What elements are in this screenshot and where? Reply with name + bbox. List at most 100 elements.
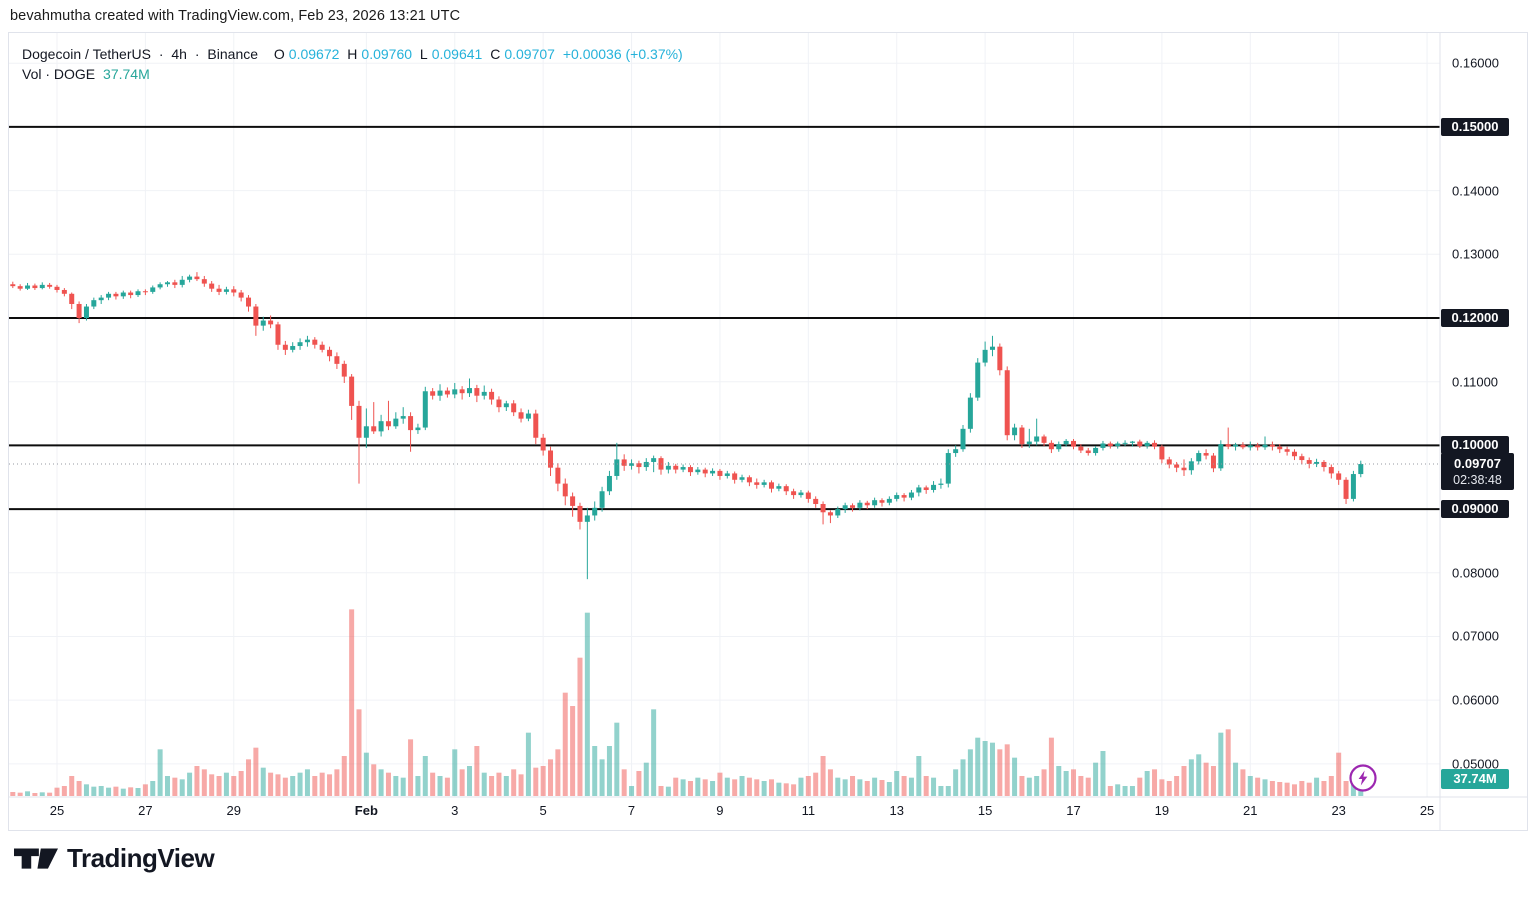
candle-body: [142, 291, 148, 293]
candle-body: [1181, 467, 1187, 471]
volume-bar: [312, 776, 318, 796]
candle-body: [724, 473, 730, 476]
volume-bar: [98, 786, 104, 796]
candle-body: [953, 449, 959, 454]
candle-body: [201, 279, 207, 284]
candle-body: [334, 356, 340, 364]
candle-body: [452, 389, 458, 395]
volume-bar: [1196, 754, 1202, 796]
volume-bar: [1291, 784, 1297, 796]
volume-bar: [1284, 782, 1290, 796]
candle-body: [275, 324, 281, 345]
volume-bar: [363, 752, 369, 796]
volume-bar: [673, 777, 679, 796]
volume-bar: [25, 791, 31, 796]
volume-bar: [334, 769, 340, 796]
flash-button[interactable]: [1348, 763, 1378, 793]
candle-body: [1137, 441, 1143, 447]
price-axis[interactable]: 0.16000 0.14000 0.13000 0.11000 0.08000 0.070…: [1441, 33, 1535, 797]
volume-bar: [989, 742, 995, 796]
volume-bar: [253, 747, 259, 796]
candle-body: [570, 496, 576, 506]
candle-body: [798, 492, 804, 496]
candle-body: [83, 306, 89, 318]
candle-body: [216, 288, 222, 292]
price-tick-label: 0.11000: [1452, 374, 1499, 390]
volume-bar: [1048, 737, 1054, 796]
volume-bar: [1100, 751, 1106, 796]
volume-bar: [1174, 776, 1180, 796]
low-label: L: [419, 46, 428, 62]
volume-bar: [643, 762, 649, 796]
volume-bar: [658, 786, 664, 796]
volume-bar: [805, 776, 811, 796]
volume-bar: [739, 776, 745, 796]
candle-body: [1233, 444, 1239, 447]
candle-body: [150, 287, 156, 292]
candle-body: [385, 421, 391, 427]
volume-bar: [879, 780, 885, 796]
tradingview-logo[interactable]: TradingView: [14, 843, 215, 874]
volume-bar: [179, 779, 185, 796]
candle-body: [113, 293, 119, 297]
candle-body: [327, 349, 333, 357]
candle-body: [1115, 443, 1121, 447]
volume-bar: [83, 784, 89, 796]
candle-body: [10, 284, 16, 287]
date-label: 11: [801, 803, 816, 818]
price-tick-label: 0.08000: [1452, 565, 1499, 581]
candle-body: [363, 426, 369, 438]
volume-value: 37.74M: [103, 66, 150, 82]
volume-bar: [916, 756, 922, 796]
volume-bar: [1350, 782, 1356, 796]
volume-bar: [850, 776, 856, 796]
volume-bar: [827, 769, 833, 796]
volume-bar: [518, 774, 524, 796]
candle-body: [739, 477, 745, 480]
volume-bar: [548, 759, 554, 796]
candle-body: [945, 453, 951, 484]
volume-bar: [32, 793, 38, 796]
candle-body: [290, 346, 296, 350]
volume-bar: [857, 779, 863, 796]
volume-bar: [1269, 781, 1275, 796]
candle-body: [466, 388, 472, 394]
candle-body: [791, 491, 797, 496]
price-tick-label: 0.07000: [1452, 628, 1499, 644]
volume-bar: [584, 612, 590, 796]
volume-bar: [1034, 776, 1040, 796]
time-axis[interactable]: 25 27 29 Feb 3 5 7 9 11 13 15 17 19 21 23 25: [8, 798, 1440, 831]
candle-body: [864, 502, 870, 506]
volume-bar: [1299, 781, 1305, 796]
volume-bar: [746, 777, 752, 796]
date-label: 19: [1154, 803, 1170, 818]
candle-body: [1188, 461, 1194, 471]
volume-bar: [1004, 744, 1010, 796]
candle-body: [768, 482, 774, 489]
volume-bar: [1166, 781, 1172, 796]
volume-bar: [813, 772, 819, 796]
candle-body: [1277, 446, 1283, 450]
candle-body: [1004, 370, 1010, 436]
candle-body: [1247, 445, 1253, 448]
date-label: 3: [451, 803, 459, 818]
candle-body: [1063, 440, 1069, 445]
chart-legend: Dogecoin / TetherUS · 4h · Binance O 0.09…: [22, 44, 691, 84]
candle-body: [813, 498, 819, 504]
candle-body: [923, 487, 929, 490]
volume-bar: [1306, 782, 1312, 796]
volume-bar: [1240, 769, 1246, 796]
candle-body: [1203, 453, 1209, 456]
candle-body: [931, 484, 937, 490]
candle-body: [879, 500, 885, 503]
candle-body: [614, 459, 620, 476]
candle-body: [496, 399, 502, 408]
candle-body: [481, 391, 487, 396]
candle-body: [459, 389, 465, 394]
volume-bar: [223, 772, 229, 796]
candle-body: [209, 283, 215, 289]
candle-body: [562, 483, 568, 497]
volume-bar: [135, 788, 141, 796]
volume-axis-badge: 37.74M: [1441, 769, 1509, 789]
